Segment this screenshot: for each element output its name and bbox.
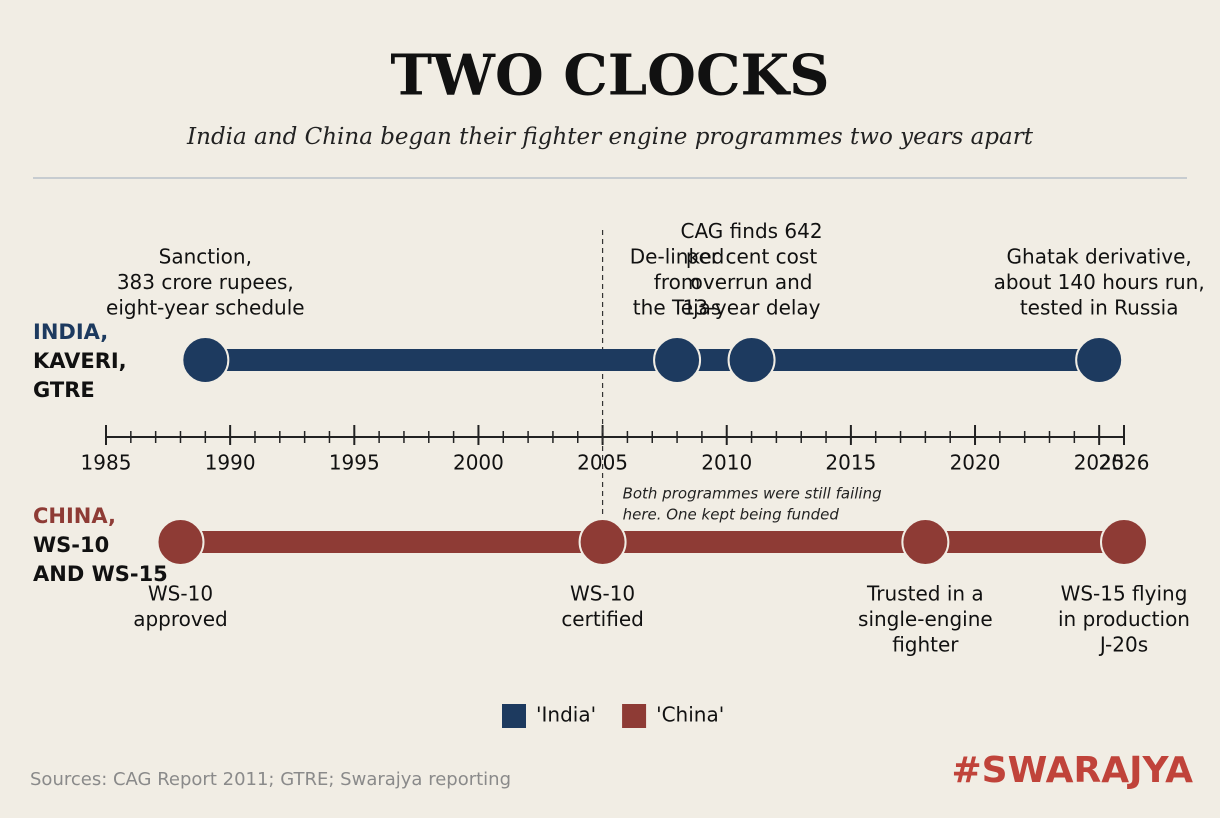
annotation: Both programmes were still failing [623, 485, 882, 503]
event-label: about 140 hours run, [994, 270, 1205, 294]
event-label: Trusted in a [866, 582, 984, 606]
source: Sources: CAG Report 2011; GTRE; Swarajya… [30, 769, 511, 790]
event-label: Ghatak derivative, [1007, 245, 1192, 269]
event-marker [156, 518, 205, 566]
event-label: WS-10 [148, 582, 213, 606]
row-label: GTRE [33, 378, 95, 402]
row-label: KAVERI, [33, 349, 127, 373]
x-tick-label: 2010 [701, 451, 752, 475]
event-label: per cent cost [686, 245, 817, 269]
row-label: INDIA, [33, 320, 108, 344]
annotation: here. One kept being funded [623, 506, 840, 524]
brand: #SWARAJYA [951, 750, 1193, 791]
legend-swatch [502, 704, 526, 728]
event-marker [1075, 336, 1124, 384]
chart-subtitle: India and China began their fighter engi… [186, 124, 1034, 150]
x-tick-label: 1985 [81, 451, 132, 475]
event-label: WS-10 [570, 582, 635, 606]
event-label: overrun and [691, 270, 813, 294]
event-label: WS-15 flying [1061, 582, 1188, 606]
event-marker [1100, 518, 1148, 566]
x-tick-label: 2000 [453, 451, 504, 475]
event-label: certified [561, 607, 644, 631]
event-label: eight-year schedule [106, 296, 305, 320]
event-label: in production [1058, 607, 1190, 631]
row-label: WS-10 [33, 533, 109, 557]
x-tick-label: 1990 [205, 451, 256, 475]
event-label: single-engine [858, 607, 993, 631]
x-tick-label: 2026 [1099, 451, 1150, 475]
event-label: from [654, 270, 701, 294]
row-label: AND WS-15 [33, 562, 168, 586]
x-tick-label: 2020 [950, 451, 1001, 475]
event-marker [181, 336, 230, 384]
legend-swatch [622, 704, 647, 728]
row-label: CHINA, [33, 504, 116, 528]
x-tick-label: 2015 [825, 451, 876, 475]
event-label: CAG finds 642 [681, 219, 823, 243]
event-label: fighter [892, 633, 959, 657]
x-tick-label: 1995 [329, 451, 380, 475]
event-marker [727, 336, 776, 384]
event-marker [578, 518, 627, 566]
event-label: J-20s [1098, 633, 1148, 657]
x-tick-label: 2005 [577, 451, 628, 475]
chart-title: TWO CLOCKS [390, 43, 829, 109]
event-label: Sanction, [159, 245, 252, 269]
event-label: 383 crore rupees, [117, 270, 294, 294]
event-label: 13-year delay [683, 296, 821, 320]
event-label: the Tejas [633, 296, 722, 320]
event-label: tested in Russia [1020, 296, 1179, 320]
legend-label: 'India' [536, 703, 596, 727]
event-marker [653, 336, 702, 384]
legend-label: 'China' [656, 703, 724, 727]
event-marker [901, 518, 950, 566]
event-label: De-linked [630, 245, 725, 269]
x-tick-label: 2025 [1074, 451, 1125, 475]
event-label: approved [133, 607, 228, 631]
